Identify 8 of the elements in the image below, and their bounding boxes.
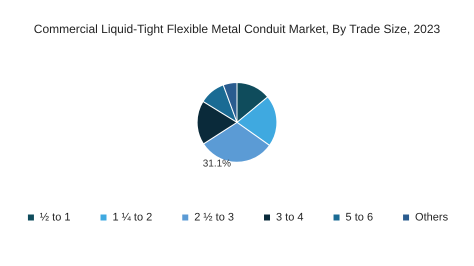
chart-title: Commercial Liquid-Tight Flexible Metal Conduit Market, By Trade Size, 2023 (34, 22, 441, 36)
legend-label: ½ to 1 (40, 212, 71, 224)
legend-label: 3 to 4 (276, 212, 304, 224)
legend-label: 5 to 6 (346, 212, 374, 224)
legend-label: 1 ¼ to 2 (112, 212, 152, 224)
data-label: 31.1% (202, 158, 232, 170)
legend-label: Others (415, 212, 449, 224)
legend-label: 2 ½ to 3 (194, 212, 234, 224)
